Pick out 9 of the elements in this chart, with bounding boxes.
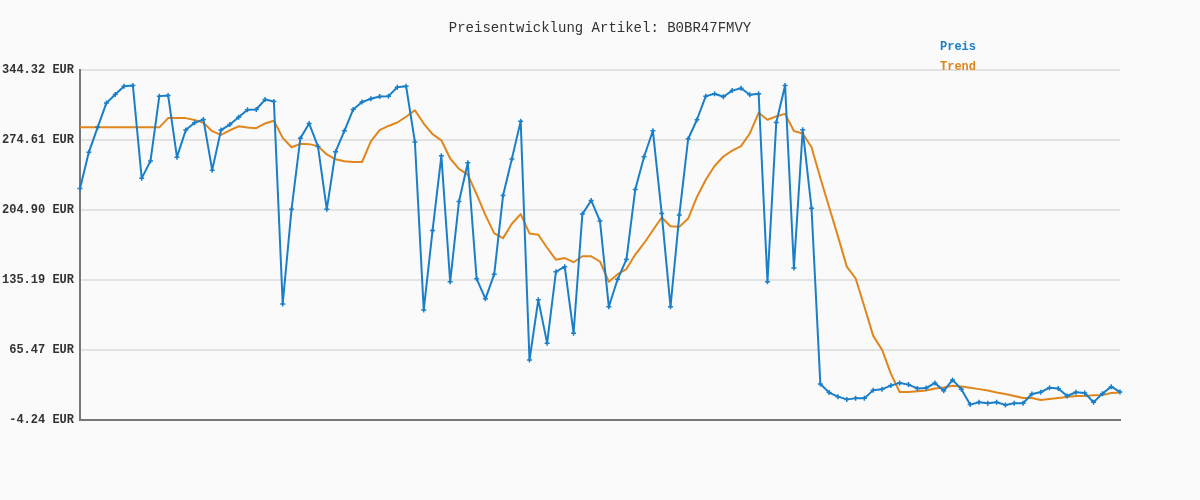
text: Preis: [940, 40, 977, 55]
chart-title: Preisentwicklung Artikel: B0BR47FMVY: [448, 19, 752, 36]
y-tick-label: 274.61 EUR: [1, 133, 75, 148]
y-tick-label: 204.90 EUR: [1, 203, 75, 218]
y-tick-label: 65.47 EUR: [9, 343, 75, 358]
y-tick-label: 344.32 EUR: [1, 63, 75, 78]
y-tick-label: 135.19 EUR: [1, 273, 75, 288]
y-tick-label: -4.24 EUR: [9, 413, 75, 428]
text: Trend: [940, 60, 977, 75]
